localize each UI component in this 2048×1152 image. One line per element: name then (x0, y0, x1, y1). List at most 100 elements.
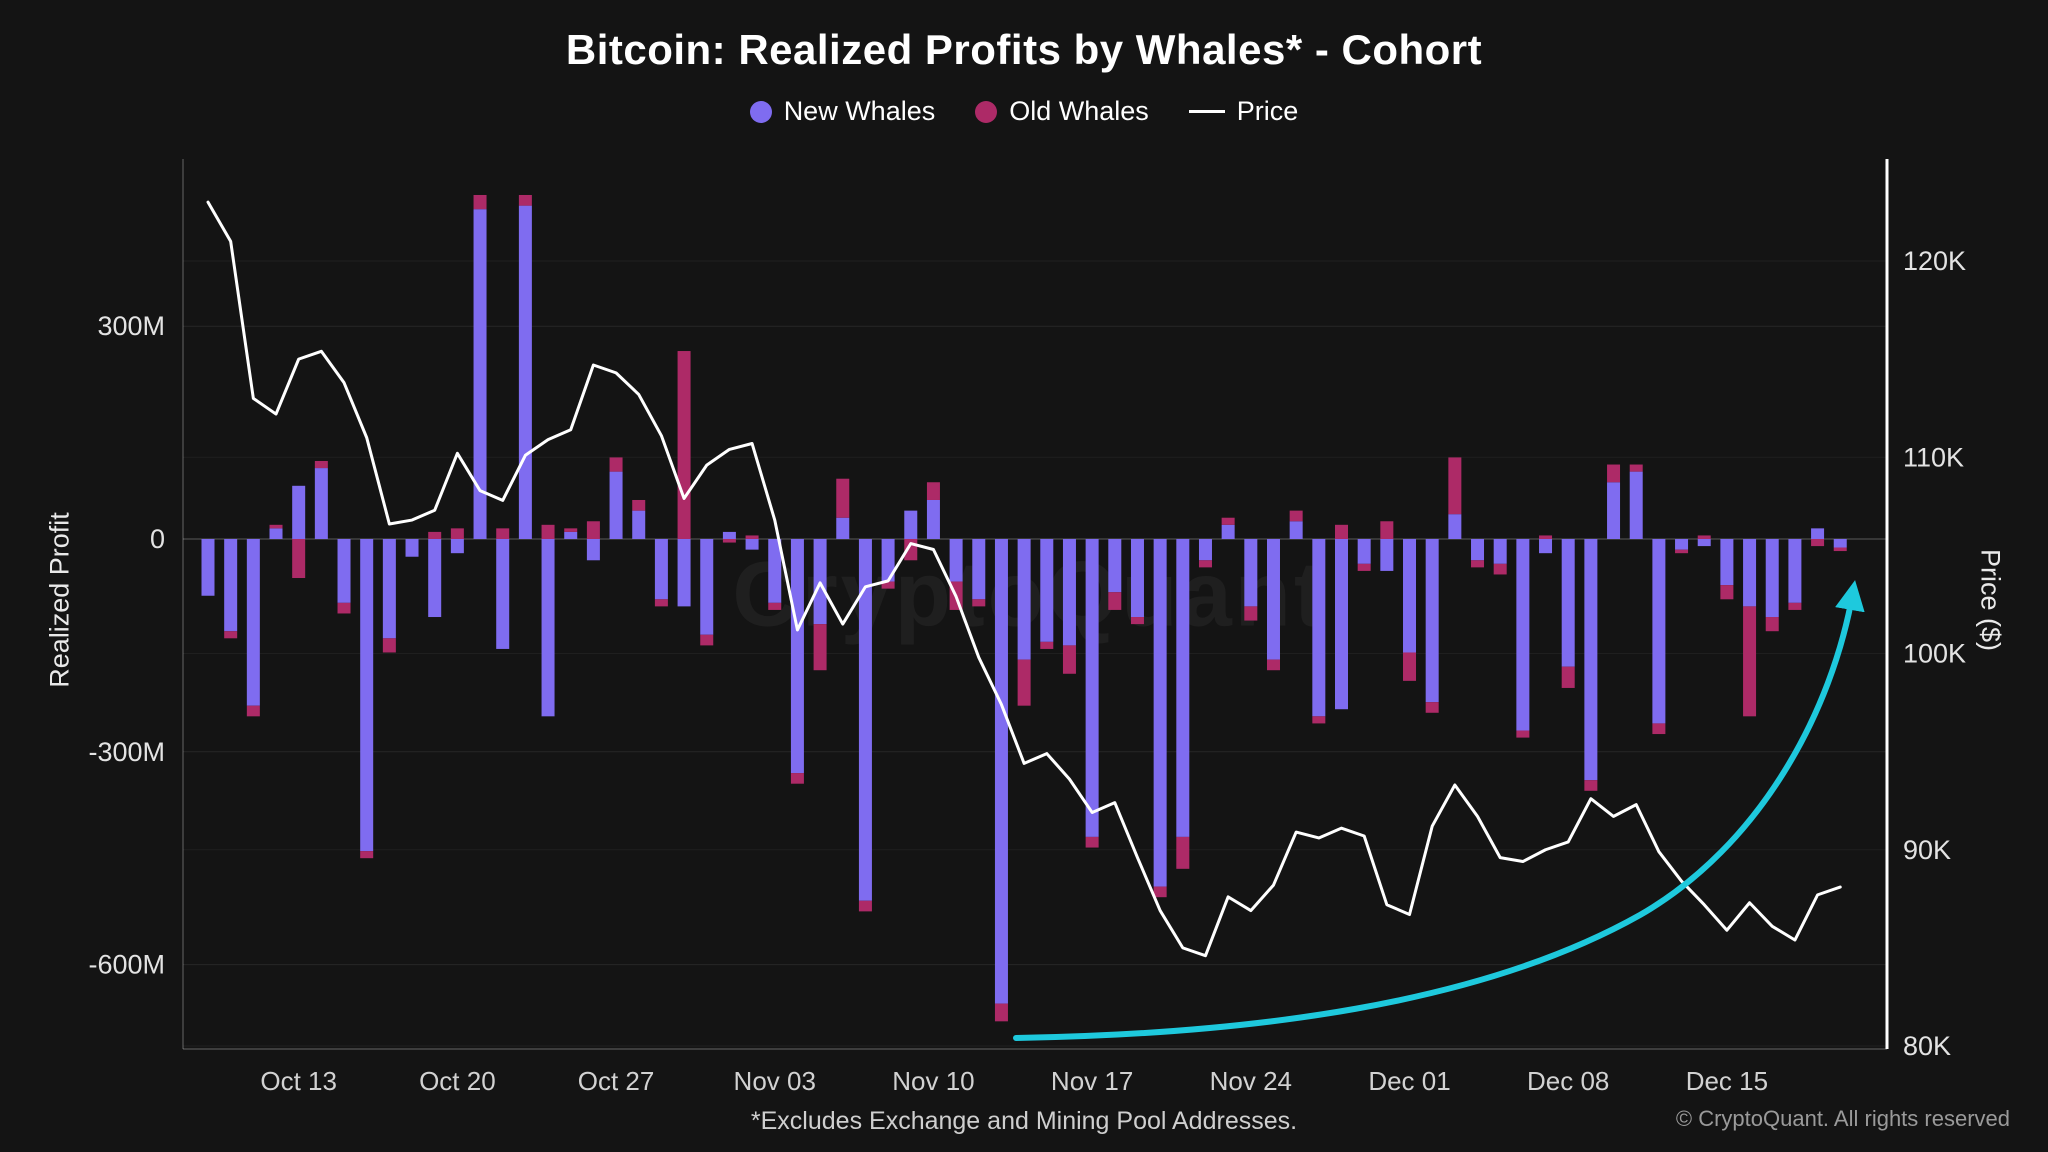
bar-new-whales (1085, 539, 1099, 837)
bar-new-whales (1720, 539, 1734, 586)
right-axis-title: Price ($) (1975, 548, 2006, 652)
bar-old-whales (1607, 464, 1621, 483)
price-swatch-icon (1188, 110, 1225, 113)
bar-old-whales (1561, 666, 1575, 688)
bar-old-whales (1176, 836, 1190, 869)
legend-item-price[interactable]: Price (1188, 96, 1298, 127)
left-tick-label: -600M (88, 950, 165, 980)
legend: New Whales Old Whales Price (0, 96, 2048, 127)
bar-new-whales (1176, 539, 1190, 837)
bar-old-whales (428, 531, 442, 539)
left-tick-label: 300M (97, 311, 165, 341)
bar-new-whales (949, 539, 963, 582)
bar-new-whales (1607, 482, 1621, 539)
bar-old-whales (1584, 780, 1598, 791)
bar-new-whales (1584, 539, 1598, 781)
price-tick-label: 100K (1903, 639, 1966, 669)
bar-old-whales (1493, 563, 1507, 575)
bar-old-whales (1743, 606, 1757, 717)
bar-new-whales (1221, 524, 1235, 539)
bar-old-whales (564, 528, 578, 532)
bar-old-whales (1425, 702, 1439, 713)
bar-old-whales (1289, 510, 1303, 522)
bar-new-whales (518, 205, 532, 539)
bar-old-whales (473, 194, 487, 210)
x-tick-label: Nov 24 (1210, 1066, 1292, 1096)
bar-new-whales (904, 510, 918, 539)
bar-old-whales (450, 528, 464, 539)
bar-new-whales (1697, 539, 1711, 547)
bar-new-whales (1266, 539, 1280, 660)
bar-new-whales (1108, 539, 1122, 593)
bar-new-whales (745, 539, 759, 550)
bar-old-whales (1811, 539, 1825, 547)
bar-new-whales (1811, 528, 1825, 539)
bar-new-whales (926, 499, 940, 539)
left-tick-label: 0 (150, 524, 165, 554)
chart-title: Bitcoin: Realized Profits by Whales* - C… (565, 26, 1483, 73)
bar-old-whales (1312, 716, 1326, 724)
bar-new-whales (632, 510, 646, 539)
bar-new-whales (1788, 539, 1802, 603)
x-tick-label: Nov 03 (734, 1066, 816, 1096)
bar-old-whales (1221, 517, 1235, 525)
bar-old-whales (926, 482, 940, 500)
left-axis-title: Realized Profit (44, 512, 75, 688)
price-line (206, 200, 1842, 958)
legend-item-new-whales[interactable]: New Whales (749, 96, 935, 127)
bar-new-whales (586, 539, 600, 561)
bar-old-whales (1266, 659, 1280, 671)
x-tick-label: Nov 10 (892, 1066, 974, 1096)
bar-old-whales (1652, 723, 1666, 735)
x-tick-label: Dec 08 (1527, 1066, 1609, 1096)
bar-old-whales (1629, 464, 1643, 472)
bar-new-whales (1448, 514, 1462, 539)
bar-old-whales (1062, 645, 1076, 674)
bar-new-whales (1629, 471, 1643, 539)
bar-new-whales (1130, 539, 1144, 618)
bar-new-whales (428, 539, 442, 618)
bar-old-whales (1244, 606, 1258, 621)
bar-new-whales (246, 539, 260, 706)
bar-new-whales (881, 539, 895, 582)
x-tick-label: Nov 17 (1051, 1066, 1133, 1096)
bar-new-whales (1312, 539, 1326, 717)
footnote: *Excludes Exchange and Mining Pool Addre… (750, 1107, 1298, 1135)
bar-old-whales (586, 521, 600, 539)
bar-new-whales (1198, 539, 1212, 561)
bar-new-whales (722, 531, 736, 539)
price-tick-label: 90K (1903, 835, 1951, 865)
bar-new-whales (1335, 539, 1348, 710)
bar-new-whales (541, 539, 555, 717)
trend-arrow (1013, 580, 1865, 1041)
price-tick-label: 120K (1903, 246, 1966, 276)
bar-new-whales (1743, 539, 1757, 607)
bar-new-whales (1357, 539, 1371, 564)
bar-new-whales (1652, 539, 1666, 724)
x-tick-label: Oct 27 (578, 1066, 655, 1096)
bar-old-whales (700, 634, 714, 646)
legend-item-old-whales[interactable]: Old Whales (975, 96, 1149, 127)
bar-old-whales (1108, 592, 1122, 610)
bar-old-whales (246, 705, 260, 717)
bar-old-whales (1539, 535, 1553, 539)
bar-old-whales (292, 539, 306, 579)
bar-old-whales (1017, 659, 1031, 706)
legend-label-old-whales: Old Whales (1009, 96, 1149, 126)
bar-old-whales (1040, 641, 1054, 649)
bar-old-whales (677, 351, 691, 539)
bar-old-whales (382, 638, 396, 653)
bar-new-whales (496, 539, 510, 649)
bar-old-whales (1697, 535, 1711, 539)
bar-new-whales (1153, 539, 1167, 887)
bar-new-whales (1040, 539, 1054, 642)
bar-old-whales (836, 478, 850, 518)
bar-new-whales (1471, 539, 1485, 561)
bar-new-whales (1765, 539, 1779, 618)
bar-new-whales (1062, 539, 1076, 646)
bar-old-whales (1833, 547, 1847, 552)
bar-old-whales (1403, 652, 1417, 681)
bar-new-whales (405, 539, 419, 557)
bar-new-whales (654, 539, 668, 600)
bar-new-whales (1289, 521, 1303, 539)
